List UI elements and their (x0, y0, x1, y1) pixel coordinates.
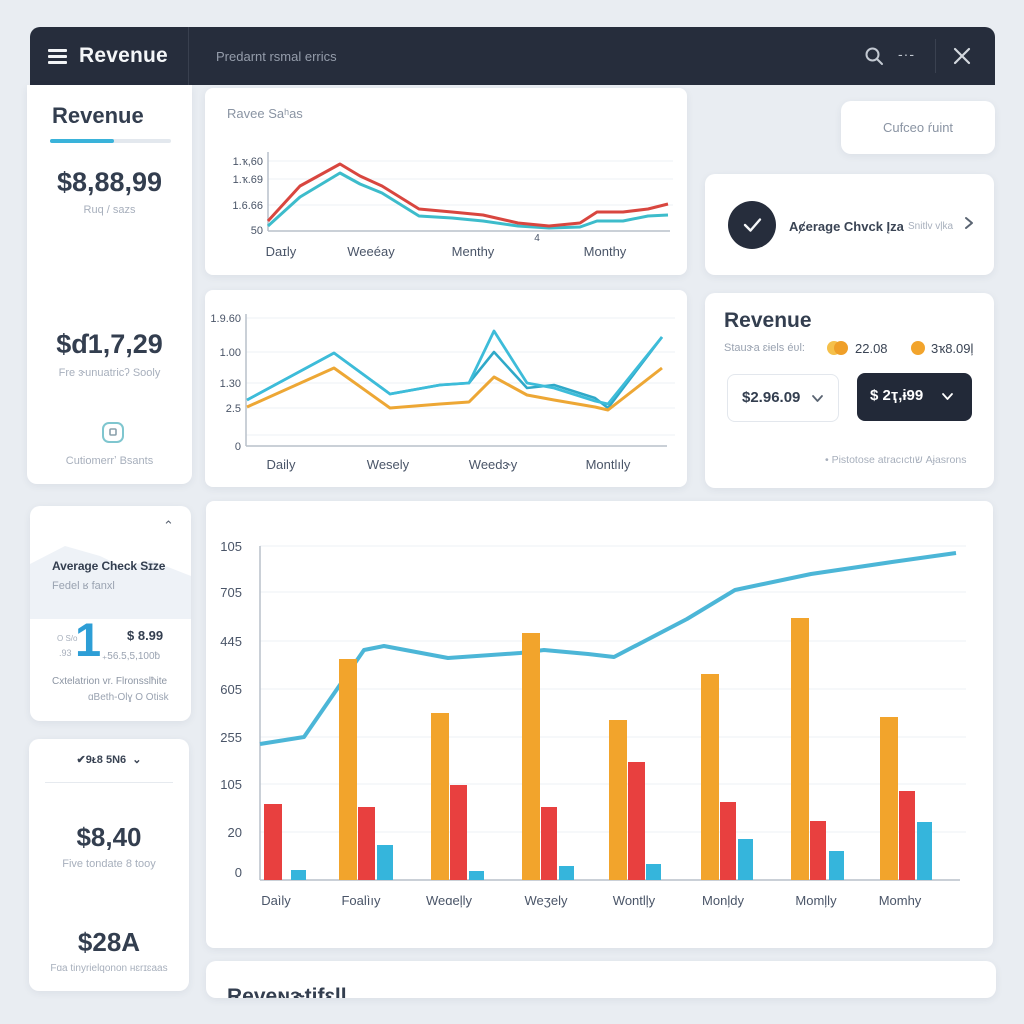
svg-text:Montlıly: Montlıly (586, 457, 631, 472)
svg-text:1.9.60: 1.9.60 (210, 313, 241, 325)
svg-text:105: 105 (220, 777, 242, 792)
svg-text:Menthy: Menthy (452, 244, 495, 259)
svg-text:Momhy: Momhy (879, 893, 922, 908)
svg-text:445: 445 (220, 634, 242, 649)
svg-text:Weedɝy: Weedɝy (469, 457, 518, 472)
svg-text:Weeéay: Weeéay (347, 244, 395, 259)
svg-text:Daìly: Daìly (261, 893, 291, 908)
svg-text:0: 0 (235, 865, 242, 880)
svg-text:1.ҡ,60: 1.ҡ,60 (233, 156, 263, 168)
svg-text:20: 20 (228, 825, 242, 840)
svg-text:Wesely: Wesely (367, 457, 410, 472)
svg-text:255: 255 (220, 730, 242, 745)
svg-text:1.30: 1.30 (220, 378, 241, 390)
svg-text:1.00: 1.00 (220, 347, 241, 359)
svg-text:Wontlļy: Wontlļy (613, 893, 656, 908)
svg-text:1.ҡ.69: 1.ҡ.69 (233, 174, 263, 186)
svg-text:Momļly: Momļly (795, 893, 837, 908)
svg-text:Weɑeļly: Weɑeļly (426, 893, 473, 908)
svg-text:0: 0 (235, 441, 241, 453)
svg-text:605: 605 (220, 682, 242, 697)
svg-text:Daɪly: Daɪly (266, 244, 297, 259)
svg-text:105: 105 (220, 539, 242, 554)
svg-text:Foalìıy: Foalìıy (341, 893, 381, 908)
svg-text:Weʒely: Weʒely (525, 893, 568, 908)
svg-text:705: 705 (220, 585, 242, 600)
svg-text:1.6.66: 1.6.66 (232, 200, 263, 212)
svg-text:2.5: 2.5 (226, 403, 241, 415)
svg-text:4: 4 (534, 233, 540, 244)
svg-text:Monthy: Monthy (584, 244, 627, 259)
svg-text:Monļdy: Monļdy (702, 893, 744, 908)
svg-text:50: 50 (251, 225, 263, 237)
svg-text:Daily: Daily (267, 457, 296, 472)
